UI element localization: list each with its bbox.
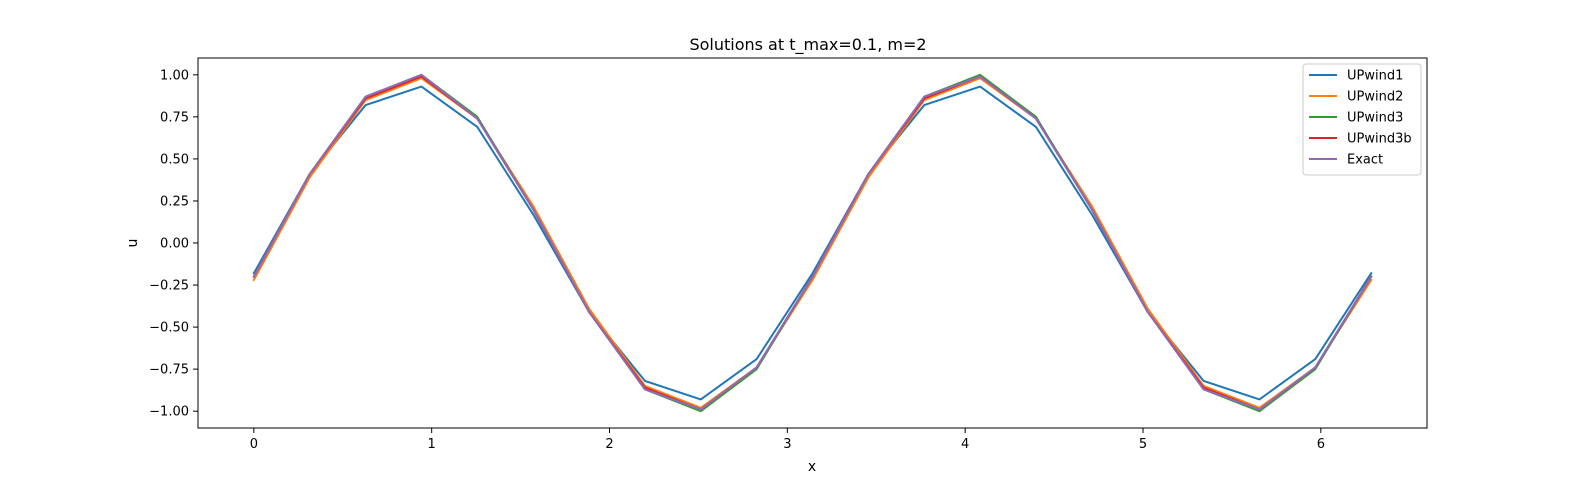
x-axis-label: x (808, 459, 816, 475)
y-axis-label: u (125, 239, 141, 248)
x-tick-label: 2 (605, 437, 613, 452)
y-tick-label: 0.75 (160, 110, 189, 125)
chart-title: Solutions at t_max=0.1, m=2 (689, 35, 926, 55)
legend-label-upwind2: UPwind2 (1347, 90, 1403, 105)
y-axis-ticks: 1.00 0.75 0.50 0.25 0.00 −0.25 −0.50 −0.75 −1.00 (149, 68, 198, 420)
x-tick-label: 1 (428, 437, 436, 452)
legend-label-upwind1: UPwind1 (1347, 69, 1403, 84)
y-tick-label: 0.00 (160, 237, 189, 252)
x-tick-label: 3 (783, 437, 791, 452)
x-axis-ticks: 0 1 2 3 4 5 6 (250, 428, 1325, 452)
plot-lines (252, 73, 1373, 413)
legend-frame (1302, 63, 1422, 176)
series-line-exact (252, 73, 1373, 411)
y-tick-label: 0.25 (160, 194, 189, 209)
y-tick-label: −0.25 (149, 279, 189, 294)
y-tick-label: 1.00 (160, 68, 189, 83)
x-tick-label: 0 (250, 437, 258, 452)
y-tick-label: 0.50 (160, 152, 189, 167)
x-tick-label: 4 (961, 437, 969, 452)
legend: UPwind1 UPwind2 UPwind3 UPwind3b Exact (1302, 63, 1422, 176)
y-tick-label: −0.75 (149, 363, 189, 378)
legend-label-exact: Exact (1347, 153, 1383, 168)
legend-label-upwind3: UPwind3 (1347, 111, 1403, 126)
x-tick-label: 6 (1317, 437, 1325, 452)
y-tick-label: −0.50 (149, 321, 189, 336)
series-line-upwind1 (252, 85, 1373, 401)
legend-label-upwind3b: UPwind3b (1347, 132, 1412, 147)
y-tick-label: −1.00 (149, 405, 189, 420)
x-tick-label: 5 (1139, 437, 1147, 452)
